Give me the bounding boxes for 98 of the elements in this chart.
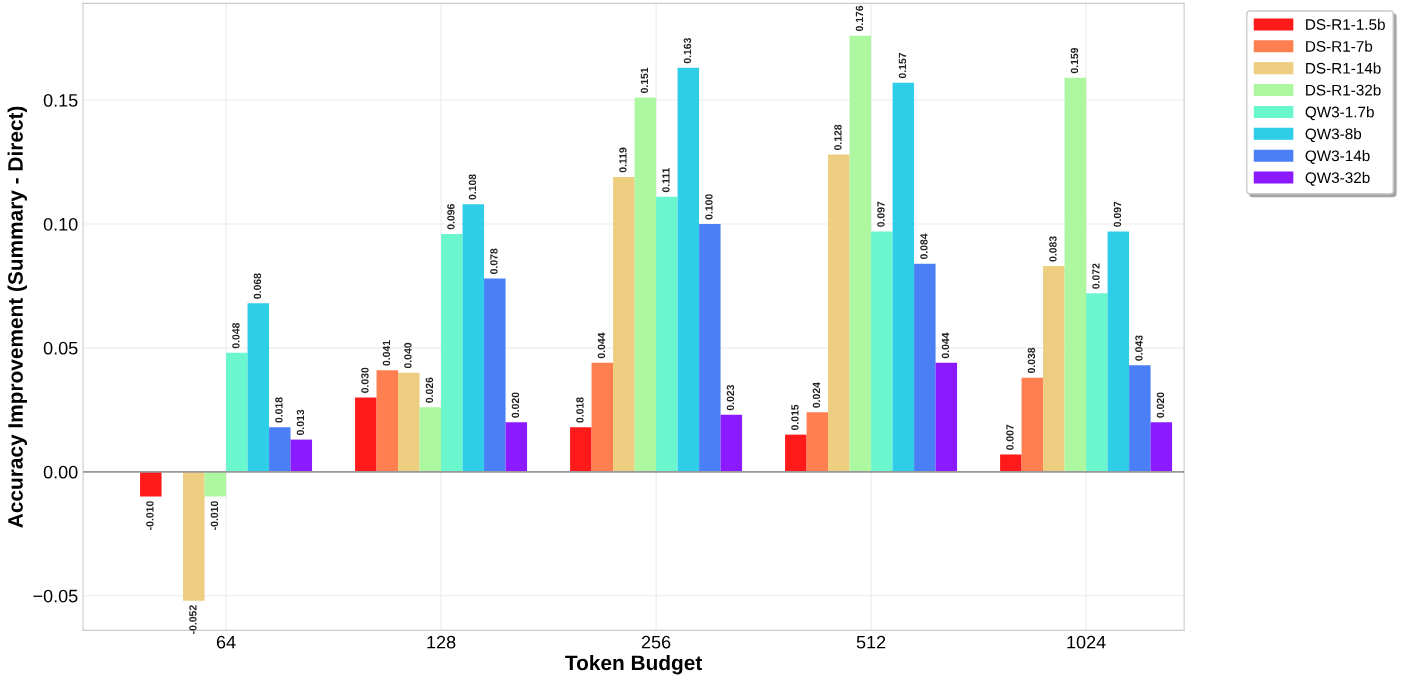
data-label: 0.096 xyxy=(447,204,455,230)
x-tick-label: 128 xyxy=(427,635,456,649)
bar xyxy=(204,471,227,497)
data-label: 0.018 xyxy=(576,397,584,423)
bar xyxy=(871,231,893,472)
legend-label: DS-R1-14b xyxy=(1306,62,1381,74)
bar xyxy=(785,434,807,472)
data-label: 0.041 xyxy=(382,340,391,366)
bar xyxy=(269,427,291,472)
data-label: 0.128 xyxy=(834,124,842,151)
bar xyxy=(634,97,657,472)
data-label: 0.084 xyxy=(920,233,928,260)
data-label: 0.038 xyxy=(1027,347,1036,374)
data-label: 0.111 xyxy=(662,167,670,193)
data-label: 0.015 xyxy=(791,404,799,431)
bar xyxy=(677,67,700,472)
data-label: 0.040 xyxy=(404,342,412,369)
data-label: 0.097 xyxy=(877,201,885,227)
legend-label: QW3-8b xyxy=(1305,128,1362,143)
legend-label: DS-R1-32b xyxy=(1306,84,1381,96)
data-label: 0.159 xyxy=(1070,47,1079,74)
bar xyxy=(613,176,635,472)
bar xyxy=(1021,377,1044,472)
data-label: 0.078 xyxy=(490,248,498,274)
bar xyxy=(484,278,506,472)
x-tick-label: 1024 xyxy=(1067,635,1106,649)
x-tick-label: 256 xyxy=(641,635,671,649)
bar xyxy=(226,352,248,472)
bar xyxy=(247,303,270,472)
x-axis-title: Token Budget xyxy=(565,654,703,675)
bar xyxy=(591,362,614,472)
data-label: 0.030 xyxy=(361,367,369,393)
data-label: 0.163 xyxy=(683,37,692,64)
legend-label: QW3-32b xyxy=(1305,171,1370,186)
bar xyxy=(183,471,205,601)
bar xyxy=(935,362,958,472)
bar xyxy=(376,370,399,472)
bar xyxy=(656,196,678,472)
bar xyxy=(290,439,313,472)
data-label: 0.048 xyxy=(232,322,240,349)
bar xyxy=(140,471,162,497)
data-label: 0.018 xyxy=(275,397,283,423)
data-label: 0.157 xyxy=(898,52,907,79)
bar xyxy=(720,414,743,472)
data-label: 0.023 xyxy=(726,384,735,411)
y-tick-label: 0.00 xyxy=(43,465,78,479)
data-label: 0.068 xyxy=(253,273,262,299)
bar xyxy=(398,372,420,472)
legend-label: DS-R1-7b xyxy=(1306,40,1373,52)
bar xyxy=(1107,231,1130,472)
legend-label: QW3-1.7b xyxy=(1305,106,1374,121)
bar xyxy=(441,233,463,472)
data-label: 0.013 xyxy=(296,409,305,436)
data-label: 0.044 xyxy=(597,332,606,359)
data-label: 0.044 xyxy=(941,332,950,359)
data-label: 0.083 xyxy=(1049,236,1057,262)
data-label: 0.072 xyxy=(1092,263,1100,289)
bar xyxy=(806,412,829,472)
bar xyxy=(1086,293,1108,472)
data-label: 0.026 xyxy=(425,377,434,403)
bar xyxy=(1150,422,1173,472)
bar xyxy=(914,263,936,472)
bar xyxy=(1043,266,1065,472)
data-label: 0.097 xyxy=(1113,201,1122,227)
data-label: 0.020 xyxy=(511,392,520,418)
bar xyxy=(355,397,377,472)
data-label: 0.151 xyxy=(640,67,649,94)
bar xyxy=(1064,77,1087,472)
bar xyxy=(1000,454,1022,472)
bar xyxy=(828,154,850,472)
y-tick-label: 0.15 xyxy=(43,94,78,107)
y-tick-label: 0.10 xyxy=(43,217,78,231)
data-label: -0.010 xyxy=(210,501,219,530)
bar xyxy=(699,223,721,472)
x-tick-label: 512 xyxy=(856,635,886,649)
bar xyxy=(570,427,592,472)
bar xyxy=(892,82,915,472)
data-label: 0.100 xyxy=(705,194,713,220)
data-label: 0.108 xyxy=(468,174,477,200)
y-tick-label: 0.05 xyxy=(43,341,78,355)
x-tick-label: 64 xyxy=(216,635,236,649)
data-label: -0.010 xyxy=(146,501,154,530)
data-label: 0.043 xyxy=(1135,335,1143,361)
data-label: 0.119 xyxy=(619,147,627,173)
data-label: -0.052 xyxy=(189,605,197,634)
data-label: 0.024 xyxy=(812,382,821,408)
data-label: 0.007 xyxy=(1006,424,1014,450)
bar xyxy=(462,204,485,472)
bar xyxy=(505,422,528,472)
y-tick-label: −0.05 xyxy=(33,589,78,603)
data-label: 0.020 xyxy=(1156,392,1165,418)
data-label: 0.176 xyxy=(855,5,864,32)
bar xyxy=(419,407,442,472)
legend-label: DS-R1-1.5b xyxy=(1306,18,1385,30)
y-axis-title: Accuracy Improvement (Summary - Direct) xyxy=(7,106,27,528)
bar xyxy=(849,35,872,472)
legend-label: QW3-14b xyxy=(1305,149,1370,164)
bar xyxy=(1129,365,1151,472)
